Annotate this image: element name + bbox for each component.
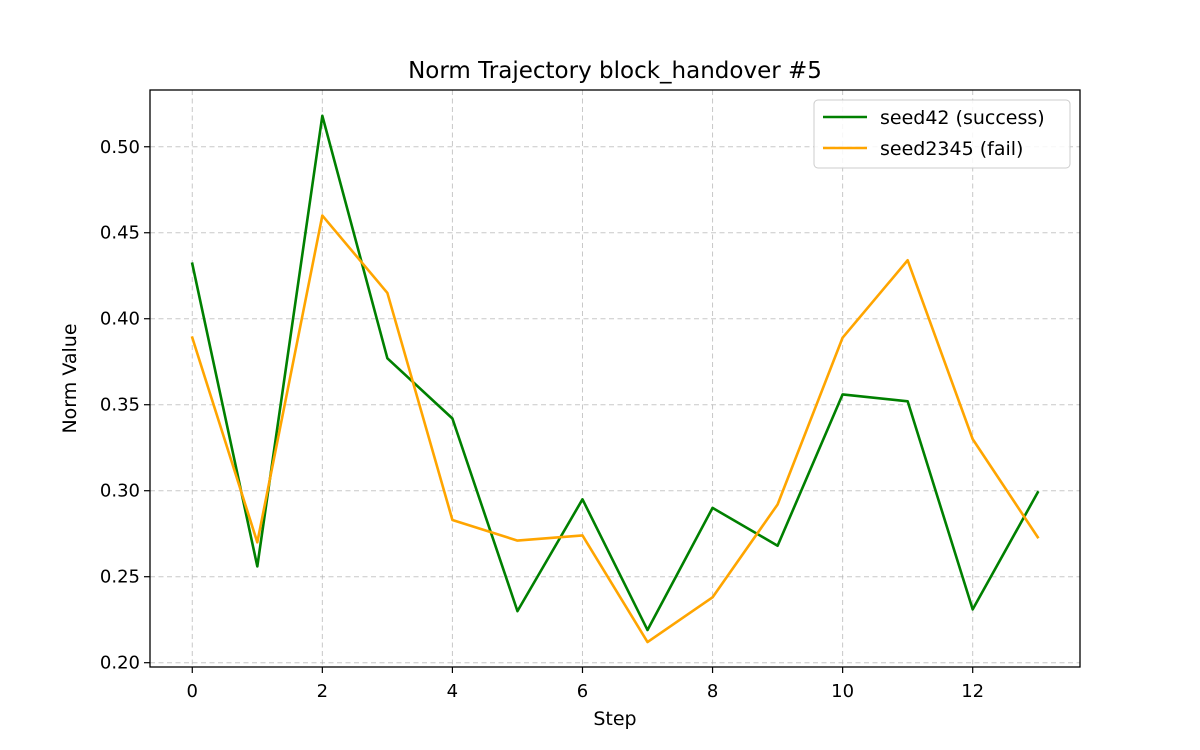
legend-label: seed42 (success): [880, 107, 1045, 129]
x-axis-label: Step: [593, 708, 636, 730]
y-tick-label: 0.35: [100, 395, 140, 416]
legend-box: [813, 99, 1071, 169]
series-line-2: [190, 214, 1040, 644]
y-tick-label: 0.40: [100, 309, 140, 330]
y-tick-label: 0.25: [100, 567, 140, 588]
y-tick-label: 0.50: [100, 137, 140, 158]
series-lines: [190, 114, 1040, 644]
x-tick-label: 8: [707, 681, 718, 702]
x-tick-label: 12: [961, 681, 984, 702]
legend: seed42 (success) seed2345 (fail): [813, 99, 1071, 169]
legend-label: seed2345 (fail): [880, 138, 1023, 160]
x-tick-label: 10: [831, 681, 854, 702]
x-tick-label: 6: [577, 681, 588, 702]
series-line-1: [190, 114, 1040, 632]
y-axis-label: Norm Value: [59, 323, 81, 433]
x-tick-label: 0: [187, 681, 198, 702]
y-tick-label: 0.45: [100, 223, 140, 244]
x-tick-label: 4: [447, 681, 458, 702]
y-tick-label: 0.20: [100, 653, 140, 674]
y-tick-label: 0.30: [100, 481, 140, 502]
axis-ticks: 0 2 4 6 8 10 12 0.20 0.25 0.30 0.35 0.40 0.45 0.50: [100, 137, 984, 702]
x-tick-label: 2: [317, 681, 328, 702]
chart-title: Norm Trajectory block_handover #5: [408, 58, 822, 84]
plot-area-frame: [149, 89, 1081, 668]
